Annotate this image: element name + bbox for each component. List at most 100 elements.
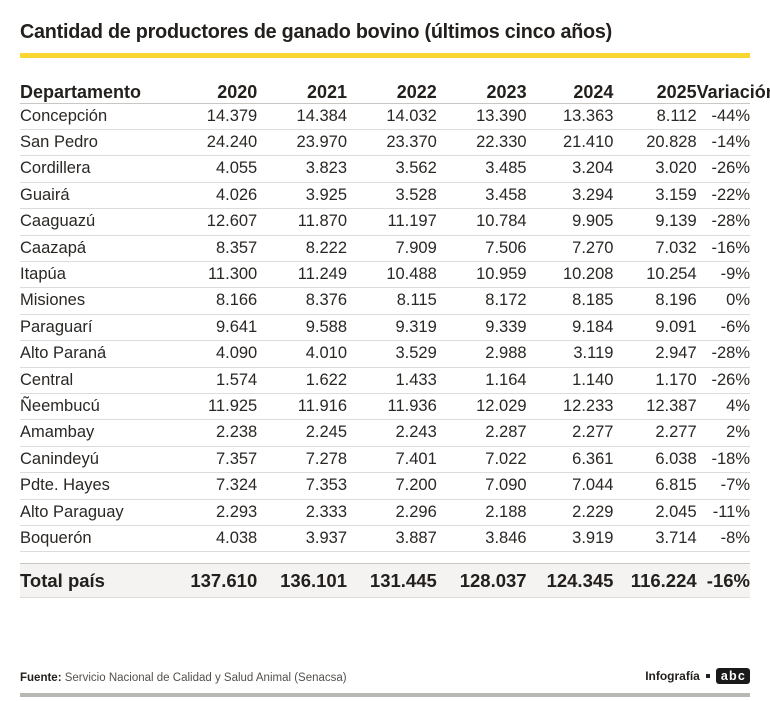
row-departamento: Caaguazú — [20, 212, 96, 231]
row-departamento: Alto Paraguay — [20, 502, 124, 521]
row-2021: 4.010 — [305, 344, 348, 363]
total-2020: 137.610 — [190, 570, 258, 592]
row-2024: 1.140 — [572, 370, 614, 389]
source-label: Fuente: — [20, 672, 62, 684]
row-2023: 3.458 — [485, 185, 527, 204]
row-2025: 8.196 — [655, 291, 697, 310]
row-2025: 8.112 — [656, 106, 697, 125]
table-row: Amambay 2.238 2.245 2.243 2.287 2.277 2.277 2% — [20, 420, 750, 447]
row-variacion: -28% — [711, 212, 750, 231]
row-2025: 9.139 — [655, 212, 697, 231]
row-2024: 2.229 — [572, 502, 614, 521]
row-2023: 12.029 — [476, 397, 527, 416]
row-variacion: -18% — [711, 449, 750, 468]
row-2023: 1.164 — [485, 370, 527, 389]
data-table: Departamento 2020 2021 2022 2023 2024 20… — [20, 81, 770, 553]
row-2024: 12.233 — [562, 397, 614, 416]
column-header-2025: 2025 — [656, 81, 697, 102]
row-2021: 2.245 — [305, 423, 348, 442]
row-departamento: Ñeembucú — [20, 397, 100, 416]
row-2025: 3.020 — [655, 159, 697, 178]
row-2025: 2.045 — [655, 502, 697, 521]
total-table: Total país 137.610 136.101 131.445 128.0… — [20, 563, 750, 599]
table-row: Concepción 14.379 14.384 14.032 13.390 13.363… — [20, 103, 750, 130]
row-2024: 13.363 — [562, 106, 614, 125]
row-2025: 6.815 — [655, 476, 697, 495]
row-2022: 1.433 — [395, 370, 437, 389]
row-variacion: 2% — [726, 423, 750, 442]
row-departamento: Misiones — [20, 291, 86, 310]
row-2023: 2.188 — [485, 502, 527, 521]
row-variacion: -26% — [711, 159, 750, 178]
row-2023: 3.485 — [485, 159, 527, 178]
row-2022: 9.319 — [395, 317, 437, 336]
row-2020: 4.038 — [215, 529, 258, 548]
row-2020: 4.055 — [215, 159, 258, 178]
row-2022: 3.528 — [395, 185, 437, 204]
row-2022: 3.562 — [395, 159, 437, 178]
row-2025: 9.091 — [655, 317, 697, 336]
row-2023: 7.022 — [485, 449, 527, 468]
row-2021: 8.222 — [305, 238, 348, 257]
row-departamento: Amambay — [20, 423, 95, 442]
row-variacion: -6% — [720, 317, 750, 336]
row-2023: 3.846 — [485, 529, 527, 548]
row-2021: 7.278 — [305, 449, 348, 468]
table-row: Alto Paraná 4.090 4.010 3.529 2.988 3.119 2.94… — [20, 341, 750, 368]
source-note: Fuente: Servicio Nacional de Calidad y S… — [20, 672, 347, 684]
row-2024: 7.044 — [572, 476, 614, 495]
table-row: Pdte. Hayes 7.324 7.353 7.200 7.090 7.044 6.81… — [20, 473, 750, 500]
row-variacion: -14% — [711, 132, 750, 151]
row-2022: 11.936 — [387, 397, 437, 416]
table-row: Guairá 4.026 3.925 3.528 3.458 3.294 3.159 -22% — [20, 182, 750, 209]
row-2022: 14.032 — [386, 106, 437, 125]
row-departamento: Canindeyú — [20, 449, 99, 468]
row-departamento: Boquerón — [20, 529, 92, 548]
row-variacion: -28% — [711, 344, 750, 363]
row-2022: 11.197 — [387, 212, 437, 231]
row-departamento: Cordillera — [20, 159, 91, 178]
total-2021: 136.101 — [280, 570, 348, 592]
data-table-container: Departamento 2020 2021 2022 2023 2024 20… — [20, 58, 770, 553]
row-2025: 12.387 — [646, 397, 697, 416]
total-2022: 131.445 — [369, 570, 437, 592]
row-2022: 8.115 — [396, 291, 437, 310]
row-2021: 3.925 — [305, 185, 348, 204]
row-2020: 12.607 — [206, 212, 258, 231]
row-2022: 3.529 — [395, 344, 437, 363]
row-2020: 7.324 — [215, 476, 258, 495]
accent-bar — [20, 52, 750, 58]
row-2024: 2.277 — [572, 423, 614, 442]
page-title: Cantidad de productores de ganado bovino… — [20, 20, 612, 43]
total-label: Total país — [20, 570, 105, 592]
table-row: Ñeembucú 11.925 11.916 11.936 12.029 12.233 12… — [20, 394, 750, 420]
row-departamento: Pdte. Hayes — [20, 476, 110, 495]
total-variacion: -16% — [706, 570, 750, 592]
row-departamento: Alto Paraná — [20, 344, 107, 363]
row-departamento: San Pedro — [20, 132, 98, 151]
row-2023: 13.390 — [476, 106, 527, 125]
row-2024: 10.208 — [562, 265, 614, 283]
row-2020: 11.300 — [207, 265, 258, 283]
row-2020: 14.379 — [206, 106, 258, 125]
table-body: Concepción 14.379 14.384 14.032 13.390 13.363… — [20, 103, 750, 552]
row-2024: 21.410 — [562, 132, 614, 151]
total-2025: 116.224 — [630, 570, 697, 592]
row-2024: 6.361 — [572, 449, 614, 468]
row-variacion: -44% — [711, 106, 750, 125]
row-2020: 2.293 — [215, 502, 258, 521]
row-2024: 9.905 — [572, 212, 614, 231]
column-header-2024: 2024 — [573, 81, 614, 102]
row-2022: 7.909 — [395, 238, 437, 257]
table-row: Caaguazú 12.607 11.870 11.197 10.784 9.905 9.1… — [20, 209, 750, 236]
row-2023: 7.506 — [485, 238, 527, 257]
row-variacion: -16% — [711, 238, 750, 257]
column-header-2021: 2021 — [306, 81, 348, 102]
row-2021: 11.916 — [297, 397, 348, 416]
row-2021: 8.376 — [305, 291, 348, 310]
row-2020: 7.357 — [215, 449, 258, 468]
row-2020: 11.925 — [207, 397, 258, 416]
row-2020: 8.166 — [215, 291, 258, 310]
column-header-2022: 2022 — [396, 81, 437, 102]
row-2023: 2.988 — [485, 344, 527, 363]
